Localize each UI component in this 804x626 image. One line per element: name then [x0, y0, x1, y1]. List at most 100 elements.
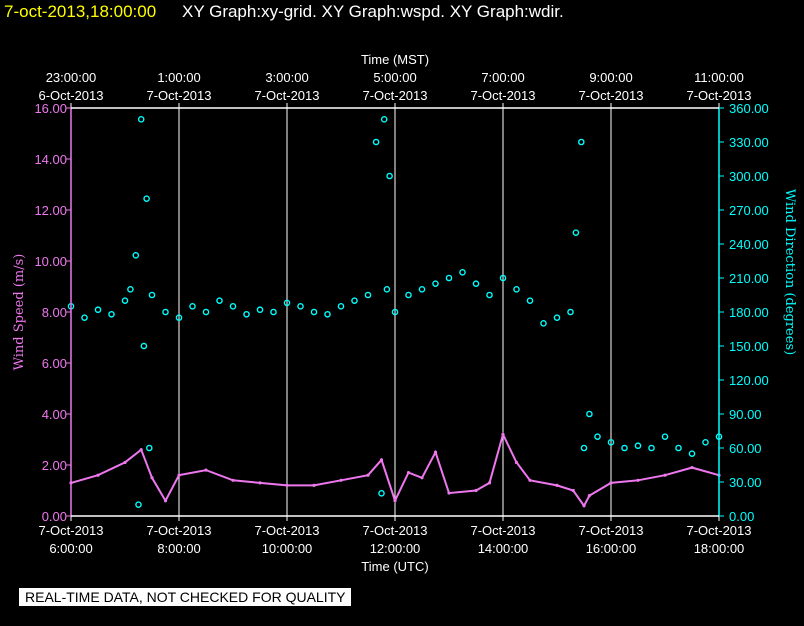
- timestamp-label: 7-oct-2013,18:00:00: [4, 2, 157, 21]
- wind-direction-point: [675, 444, 682, 452]
- data-quality-disclaimer: REAL-TIME DATA, NOT CHECKED FOR QUALITY: [19, 588, 352, 606]
- wind-direction-point: [688, 450, 696, 457]
- wind-speed-point: [258, 481, 262, 485]
- bottom-tick-time: 6:00:00: [49, 541, 92, 556]
- wind-speed-point: [528, 478, 532, 482]
- wind-speed-point: [339, 478, 343, 482]
- wind-direction-point: [324, 310, 331, 318]
- wind-speed-point: [663, 473, 667, 477]
- wind-direction-point: [378, 490, 385, 497]
- right-tick-label: 330.00: [729, 135, 769, 150]
- wind-speed-point: [312, 483, 316, 487]
- top-tick-time: 11:00:00: [694, 70, 744, 85]
- top-tick-date: 7-Oct-2013: [146, 88, 211, 103]
- wind-speed-point: [96, 473, 100, 477]
- wind-speed-line: [70, 431, 720, 508]
- wind-speed-point: [501, 432, 505, 436]
- wind-direction-point: [94, 306, 102, 314]
- top-tick-date: 6-Oct-2013: [38, 88, 103, 103]
- top-tick-date: 7-Oct-2013: [578, 88, 643, 103]
- wind-direction-point: [432, 280, 439, 287]
- right-tick-label: 210.00: [729, 271, 769, 286]
- wind-direction-point: [499, 274, 507, 282]
- wind-direction-point: [143, 195, 150, 202]
- wind-direction-point: [137, 116, 145, 123]
- wind-speed-point: [163, 499, 168, 503]
- wind-speed-point: [177, 473, 181, 477]
- bottom-tick-date: 7-Oct-2013: [362, 523, 427, 538]
- wind-direction-point: [351, 297, 358, 304]
- wind-speed-point: [420, 476, 424, 480]
- bottom-tick-date: 7-Oct-2013: [38, 523, 103, 538]
- wind-speed-point: [582, 504, 586, 508]
- wind-speed-point: [690, 465, 694, 470]
- wind-direction-point: [145, 444, 153, 452]
- wind-direction-point: [459, 269, 466, 276]
- bottom-tick-date: 7-Oct-2013: [146, 523, 211, 538]
- wind-direction-point: [189, 303, 196, 310]
- wind-direction-point: [661, 433, 669, 440]
- wind-direction-point: [567, 308, 574, 316]
- wind-direction-point: [310, 308, 318, 316]
- left-tick-label: 0.00: [42, 509, 67, 524]
- wind-direction-point: [148, 291, 156, 299]
- top-tick-date: 7-Oct-2013: [470, 88, 535, 103]
- left-tick-label: 2.00: [42, 458, 67, 473]
- wind-speed-point: [123, 460, 127, 465]
- top-tick-date: 7-Oct-2013: [254, 88, 319, 103]
- wind-direction-point: [594, 433, 601, 440]
- wind-direction-point: [526, 297, 534, 304]
- top-tick-time: 9:00:00: [589, 70, 632, 85]
- wind-direction-point: [586, 410, 593, 418]
- wind-speed-point: [447, 491, 451, 495]
- wind-direction-point: [621, 444, 628, 452]
- wind-direction-point: [553, 314, 561, 321]
- bottom-tick-date: 7-Oct-2013: [578, 523, 643, 538]
- wind-direction-point: [202, 308, 210, 316]
- wind-direction-point: [132, 252, 140, 259]
- wind-direction-point: [270, 308, 277, 316]
- left-tick-label: 12.00: [34, 203, 67, 218]
- wind-direction-point: [380, 116, 388, 123]
- wind-direction-point: [648, 444, 655, 452]
- wind-direction-point: [418, 286, 426, 293]
- axes: 7-Oct-2013 6:00:00 7-Oct-2013 8:00:00 7-Oct-…: [34, 70, 768, 556]
- right-tick-label: 360.00: [729, 101, 769, 116]
- right-axis-title: Wind Direction (degrees): [782, 189, 797, 355]
- right-tick-label: 300.00: [729, 169, 769, 184]
- right-tick-label: 0.00: [729, 509, 754, 524]
- left-tick-label: 16.00: [34, 101, 67, 116]
- top-tick-time: 7:00:00: [481, 70, 524, 85]
- wind-direction-point: [513, 286, 520, 293]
- wind-direction-point: [175, 314, 183, 321]
- wind-direction-point: [337, 303, 345, 310]
- bottom-tick-date: 7-Oct-2013: [254, 523, 319, 538]
- wind-speed-point: [231, 478, 235, 482]
- wind-speed-point: [285, 483, 289, 487]
- right-tick-label: 240.00: [729, 237, 769, 252]
- wind-direction-point: [472, 280, 480, 287]
- left-tick-label: 4.00: [42, 407, 67, 422]
- wind-speed-point: [150, 476, 154, 480]
- right-tick-label: 270.00: [729, 203, 769, 218]
- top-tick-time: 5:00:00: [373, 70, 416, 85]
- wind-direction-point: [229, 303, 237, 310]
- right-tick-label: 150.00: [729, 339, 769, 354]
- wind-speed-series: [69, 431, 721, 508]
- wind-direction-point: [121, 297, 129, 304]
- wind-direction-point: [386, 172, 393, 180]
- wind-direction-point: [383, 286, 391, 293]
- wind-speed-point: [393, 499, 397, 503]
- wind-speed-point: [609, 481, 613, 485]
- wind-direction-point: [634, 442, 642, 450]
- wind-direction-point: [445, 274, 453, 282]
- left-tick-label: 10.00: [34, 254, 67, 269]
- wind-speed-point: [366, 473, 370, 477]
- wind-direction-point: [572, 229, 580, 236]
- top-tick-date: 7-Oct-2013: [686, 88, 751, 103]
- wind-direction-point: [162, 308, 169, 316]
- wind-direction-point: [140, 342, 148, 350]
- wind-direction-point: [607, 439, 615, 446]
- wind-direction-point: [108, 310, 115, 318]
